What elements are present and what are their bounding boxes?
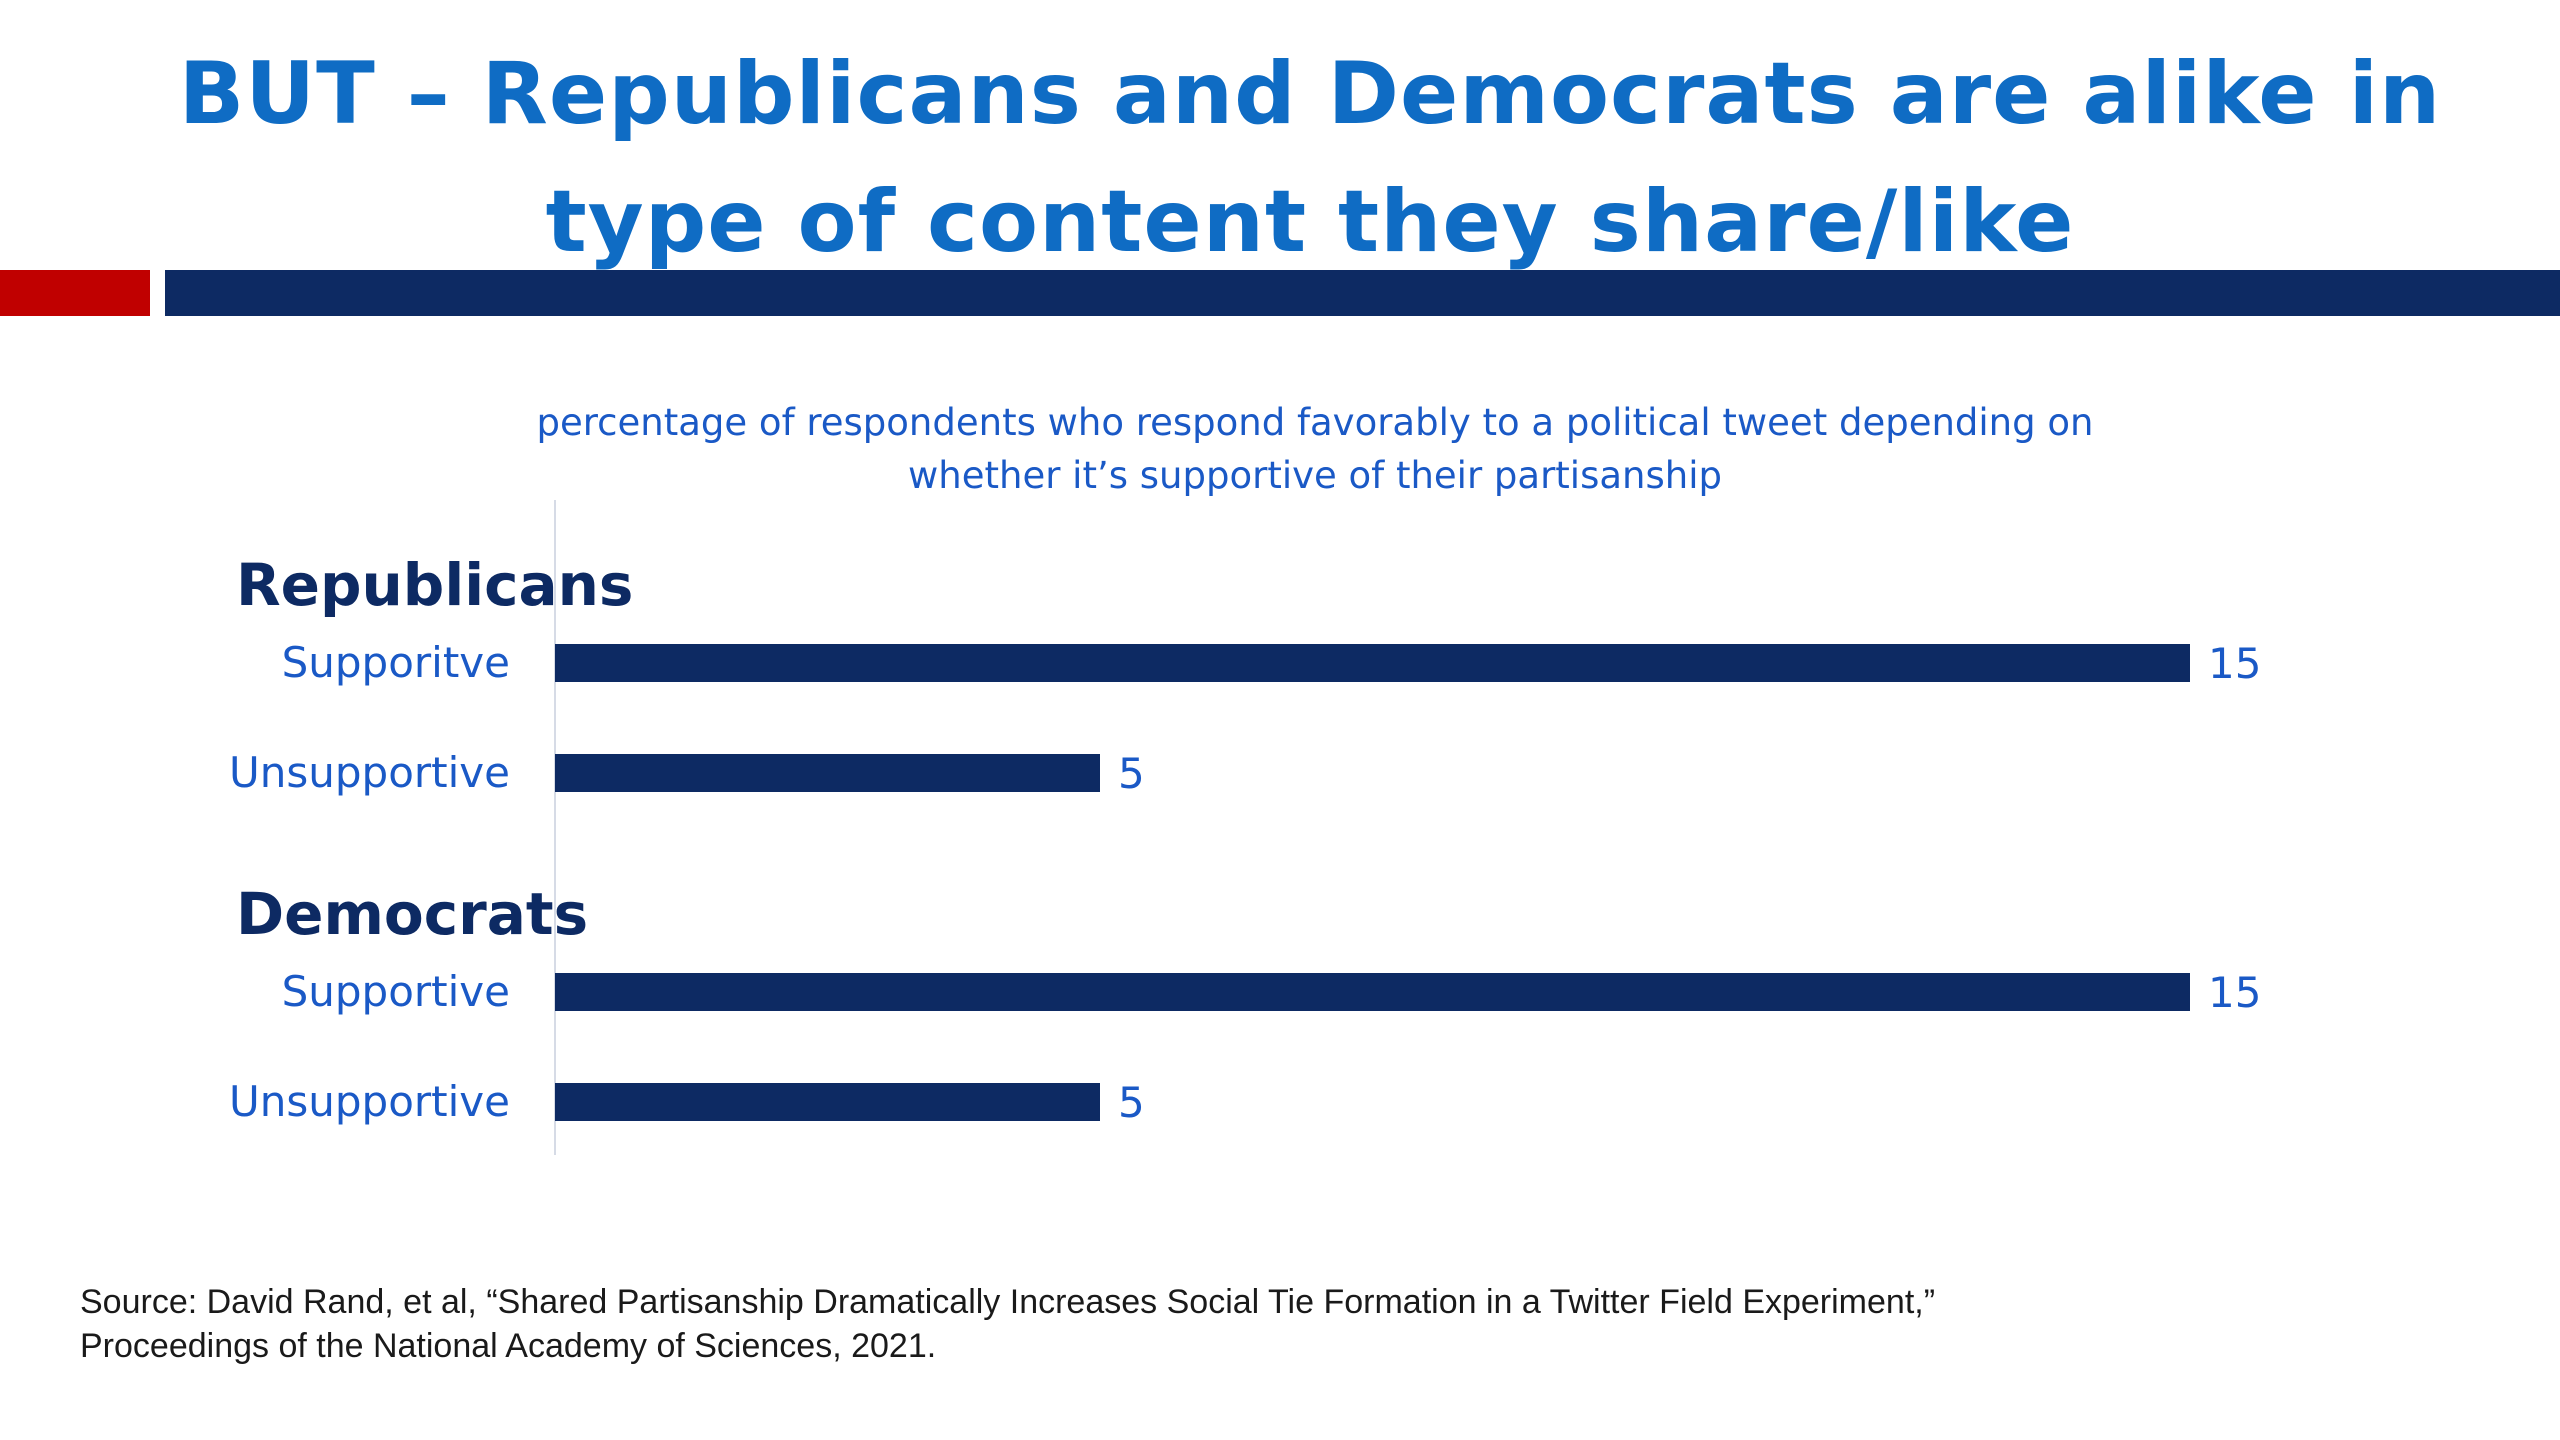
bar-category-label: Unsupportive	[229, 1077, 510, 1126]
slide-title-line-1: BUT – Republicans and Democrats are alik…	[178, 44, 2442, 144]
chart-title-line-2: whether it’s supportive of their partisa…	[908, 454, 1722, 497]
bar-democrats-unsupportive	[555, 1083, 1100, 1121]
bar-value-label: 15	[2208, 968, 2261, 1017]
bar-chart: Republicans Supporitve 15 Unsupportive 5 Demo…	[229, 500, 2261, 1155]
group-label-republicans: Republicans	[236, 551, 633, 619]
bar-value-label: 15	[2208, 639, 2261, 688]
bar-value-label: 5	[1118, 749, 1145, 798]
group-label-democrats: Democrats	[236, 880, 588, 948]
chart-title: percentage of respondents who respond fa…	[280, 396, 2350, 502]
bar-republicans-supporitve	[555, 644, 2190, 682]
accent-bar-red	[0, 270, 150, 316]
source-citation: Source: David Rand, et al, “Shared Parti…	[80, 1280, 2380, 1368]
slide-title-line-2: type of content they share/like	[545, 172, 2075, 272]
chart-title-line-1: percentage of respondents who respond fa…	[536, 401, 2094, 444]
slide-title: BUT – Republicans and Democrats are alik…	[0, 30, 2560, 286]
source-line-2: Proceedings of the National Academy of S…	[80, 1327, 937, 1365]
source-line-1: Source: David Rand, et al, “Shared Parti…	[80, 1283, 1936, 1321]
bar-category-label: Unsupportive	[229, 748, 510, 797]
accent-bar-navy	[165, 270, 2560, 316]
bar-democrats-supportive	[555, 973, 2190, 1011]
bar-category-label: Supportive	[282, 967, 510, 1016]
bar-republicans-unsupportive	[555, 754, 1100, 792]
bar-category-label: Supporitve	[282, 638, 510, 687]
bar-value-label: 5	[1118, 1078, 1145, 1127]
